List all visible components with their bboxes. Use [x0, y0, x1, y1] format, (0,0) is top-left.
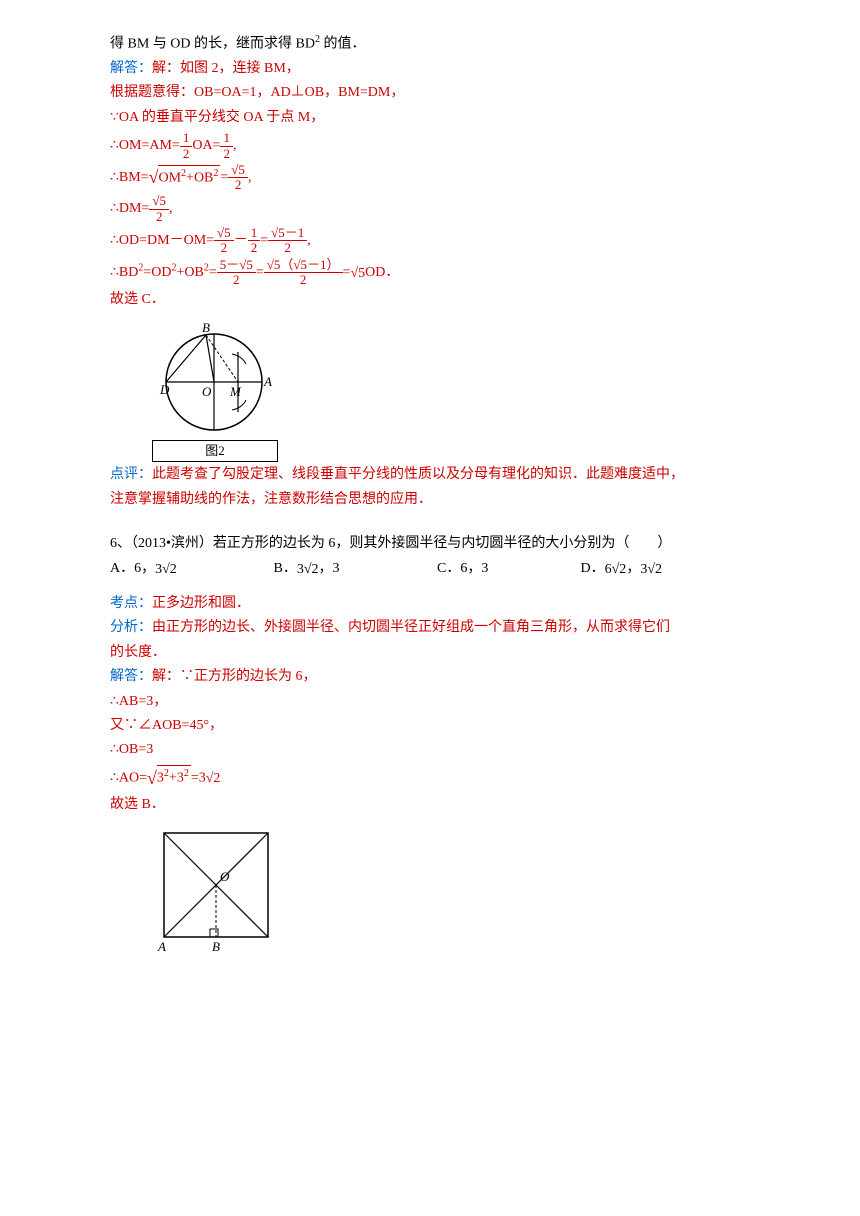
kaodian-row: 考点：正多边形和圆．	[110, 593, 750, 615]
figure-2: B D O M A	[152, 320, 750, 432]
step-line: 又∵∠AOB=45°，	[110, 715, 750, 737]
svg-text:B: B	[202, 320, 210, 335]
jieda-row: 解答：解：如图 2，连接 BM，	[110, 58, 750, 80]
dianping-row: 点评：此题考查了勾股定理、线段垂直平分线的性质以及分母有理化的知识．此题难度适中…	[110, 464, 750, 486]
svg-text:O: O	[202, 384, 212, 399]
svg-text:M: M	[229, 384, 242, 399]
kaodian-label: 考点：	[110, 596, 152, 611]
fenxi-cont: 的长度．	[110, 642, 750, 664]
fenxi-label: 分析：	[110, 620, 152, 635]
q6-options: A．6，3√2 B．3√2，3 C．6，3 D．6√2，3√2	[110, 558, 750, 581]
jieda-label: 解答：	[110, 61, 152, 76]
option-d: D．6√2，3√2	[581, 558, 721, 581]
step-line: ∴BD2=OD2+OB2=5－√52=√5（√5－1）2=√5OD．	[110, 258, 750, 288]
step-line: ∴OM=AM=12OA=12,	[110, 131, 750, 161]
option-c: C．6，3	[437, 558, 577, 580]
figure-square: O A B	[152, 825, 750, 955]
svg-text:B: B	[212, 939, 220, 954]
option-b: B．3√2，3	[274, 558, 434, 581]
step-line: ∴BM=√OM2+OB2=√52,	[110, 163, 750, 193]
svg-text:A: A	[157, 939, 166, 954]
jieda-row-2: 解答：解：∵正方形的边长为 6，	[110, 666, 750, 688]
dianping-cont: 注意掌握辅助线的作法，注意数形结合思想的应用．	[110, 489, 750, 511]
step-line: ∴DM=√52,	[110, 194, 750, 224]
answer-line: 故选 B．	[110, 794, 750, 816]
option-a: A．6，3√2	[110, 558, 270, 581]
q6-stem: 6、（2013•滨州）若正方形的边长为 6，则其外接圆半径与内切圆半径的大小分别…	[110, 533, 750, 555]
step-line: ∴AO=√32+32=3√2	[110, 764, 750, 793]
cont-line: 得 BM 与 OD 的长，继而求得 BD2 的值．	[110, 32, 750, 56]
step-line: ∵OA 的垂直平分线交 OA 于点 M，	[110, 107, 750, 129]
step-line: 根据题意得：OB=OA=1，AD⊥OB，BM=DM，	[110, 82, 750, 104]
step-line: ∴AB=3，	[110, 691, 750, 713]
step-line: ∴OB=3	[110, 739, 750, 761]
svg-text:D: D	[159, 382, 170, 397]
step-line: ∴OD=DM－OM=√52－12=√5－12,	[110, 226, 750, 256]
svg-text:A: A	[263, 374, 272, 389]
jieda-label: 解答：	[110, 669, 152, 684]
figure-2-label: 图2	[152, 440, 278, 463]
fenxi-row: 分析：由正方形的边长、外接圆半径、内切圆半径正好组成一个直角三角形，从而求得它们	[110, 617, 750, 639]
svg-text:O: O	[220, 869, 230, 884]
dianping-label: 点评：	[110, 467, 152, 482]
answer-line: 故选 C．	[110, 289, 750, 311]
